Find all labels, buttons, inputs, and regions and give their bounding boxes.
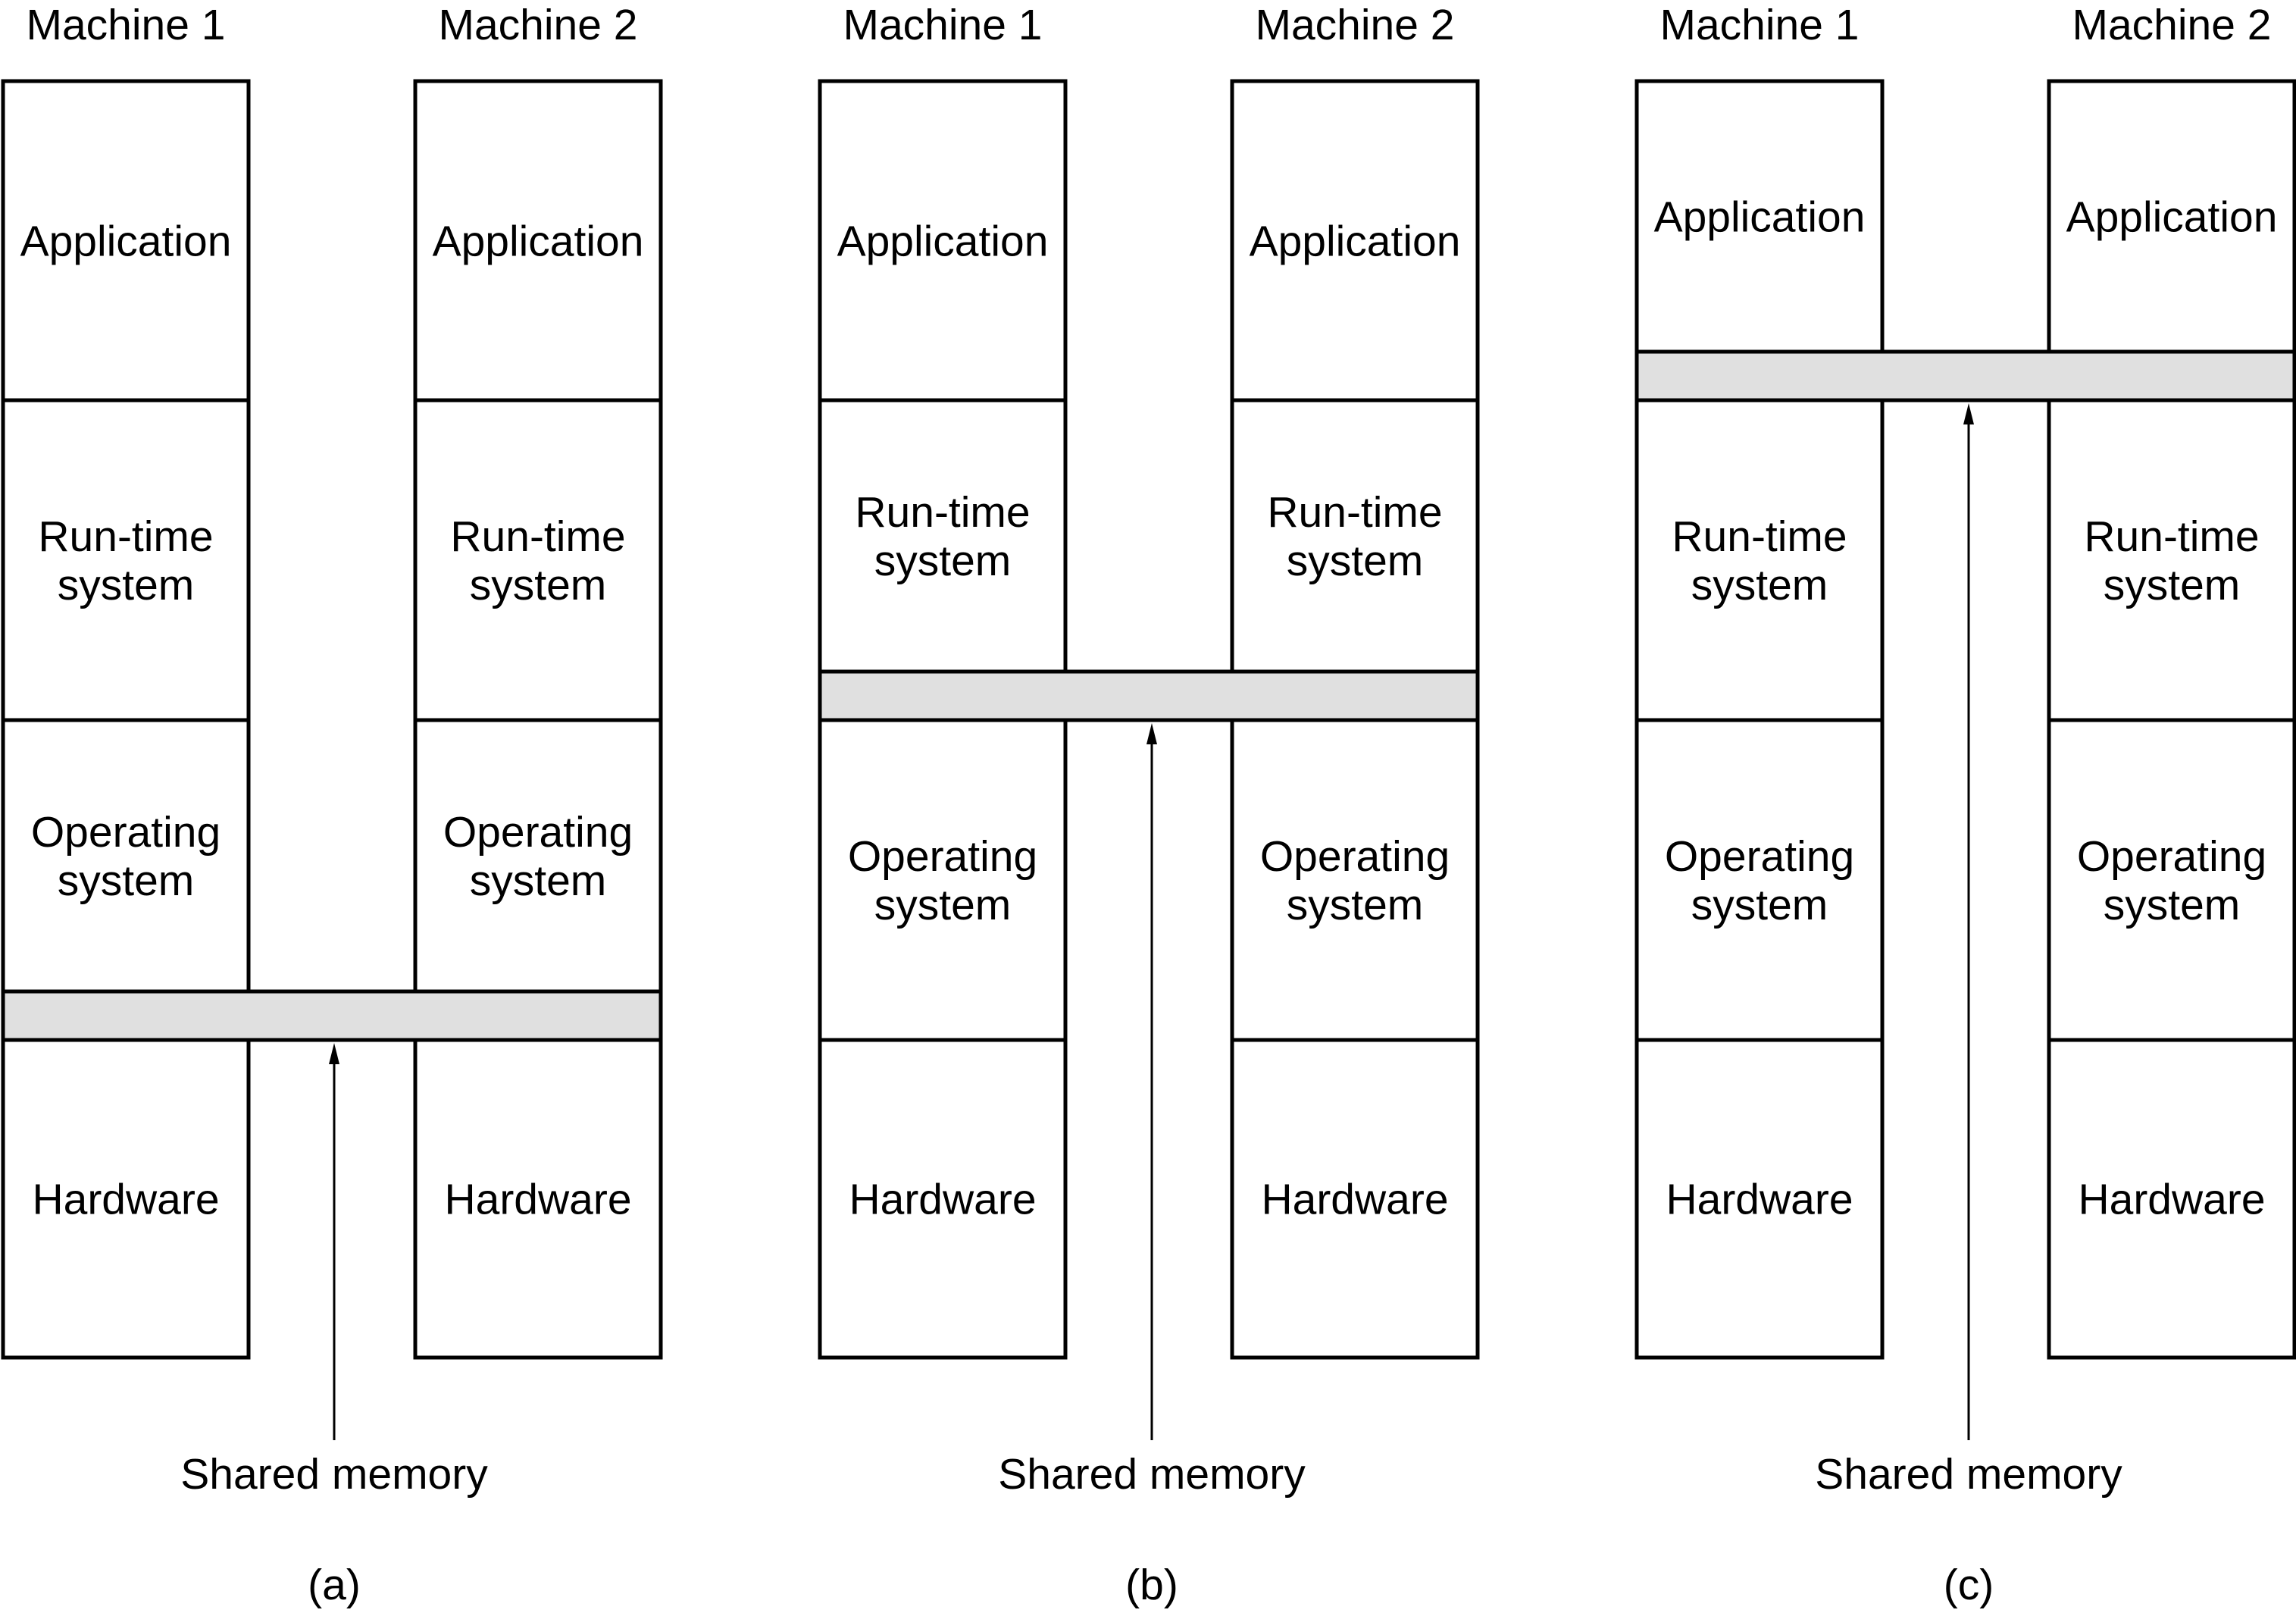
layer-label: Operating (848, 832, 1037, 881)
layer-label: Operating (1260, 832, 1450, 881)
layer-label: system (1691, 881, 1828, 929)
layer-label: system (470, 857, 607, 905)
layer-label: Run-time (855, 488, 1030, 537)
layer-label: Application (1654, 193, 1866, 242)
machine-title: Machine 1 (27, 1, 226, 49)
panel-caption: (c) (1944, 1561, 1994, 1609)
layer-label: system (2104, 561, 2241, 609)
layer-label: Run-time (450, 512, 625, 561)
panel-caption: (b) (1125, 1561, 1178, 1609)
layer-label: system (874, 881, 1012, 929)
layer-label: Run-time (1267, 488, 1442, 537)
machine-title: Machine 1 (1660, 1, 1860, 49)
shared-memory-band (1634, 349, 2296, 402)
machine-1-stack: Machine 1ApplicationRun-timesystemOperat… (1, 1, 251, 1360)
layer-label: Operating (443, 808, 633, 857)
layer-label: system (1691, 561, 1828, 609)
layer-label: Hardware (1261, 1176, 1448, 1224)
layer-label: Hardware (32, 1176, 219, 1224)
layer-label: system (58, 561, 195, 609)
layer-label: Hardware (1666, 1176, 1853, 1224)
layer-label: system (1287, 537, 1424, 585)
arrowhead-icon (1146, 723, 1157, 744)
layer-label: Run-time (1672, 512, 1847, 561)
layer-label: system (470, 561, 607, 609)
layer-label: Operating (31, 808, 221, 857)
machine-1-stack: Machine 1ApplicationRun-timesystemOperat… (818, 1, 1068, 1360)
machine-title: Machine 2 (1256, 1, 1455, 49)
machine-title: Machine 1 (843, 1, 1043, 49)
panel-c: Machine 1ApplicationRun-timesystemOperat… (1634, 1, 2296, 1609)
shared-memory-label: Shared memory (180, 1450, 488, 1499)
layer-label: Hardware (444, 1176, 631, 1224)
panel-b: Machine 1ApplicationRun-timesystemOperat… (818, 1, 1480, 1609)
layer-label: Application (433, 218, 644, 266)
layer-label: system (874, 537, 1012, 585)
machine-title: Machine 2 (2072, 1, 2272, 49)
panel-caption: (a) (308, 1561, 361, 1609)
shared-memory-band (1, 989, 663, 1042)
layer-label: Application (2066, 193, 2278, 242)
shared-memory-band (818, 669, 1480, 722)
layer-label: Run-time (2084, 512, 2259, 561)
shared-memory-label: Shared memory (998, 1450, 1306, 1499)
arrowhead-icon (329, 1043, 339, 1064)
layer-label: Hardware (849, 1176, 1036, 1224)
layer-label: Application (1250, 218, 1461, 266)
shared-memory-label: Shared memory (1815, 1450, 2122, 1499)
layer-label: Operating (2077, 832, 2266, 881)
layer-label: Hardware (2078, 1176, 2265, 1224)
panel-a: Machine 1ApplicationRun-timesystemOperat… (1, 1, 663, 1609)
layer-label: system (2104, 881, 2241, 929)
arrowhead-icon (1963, 403, 1974, 424)
layer-label: Run-time (38, 512, 213, 561)
machine-1-stack: Machine 1ApplicationRun-timesystemOperat… (1634, 1, 1885, 1360)
layer-label: Application (20, 218, 232, 266)
layer-label: Operating (1665, 832, 1854, 881)
machine-2-stack: Machine 2ApplicationRun-timesystemOperat… (413, 1, 663, 1360)
layer-label: system (58, 857, 195, 905)
machine-2-stack: Machine 2ApplicationRun-timesystemOperat… (2047, 1, 2296, 1360)
layer-label: Application (837, 218, 1049, 266)
layer-label: system (1287, 881, 1424, 929)
machine-title: Machine 2 (439, 1, 638, 49)
